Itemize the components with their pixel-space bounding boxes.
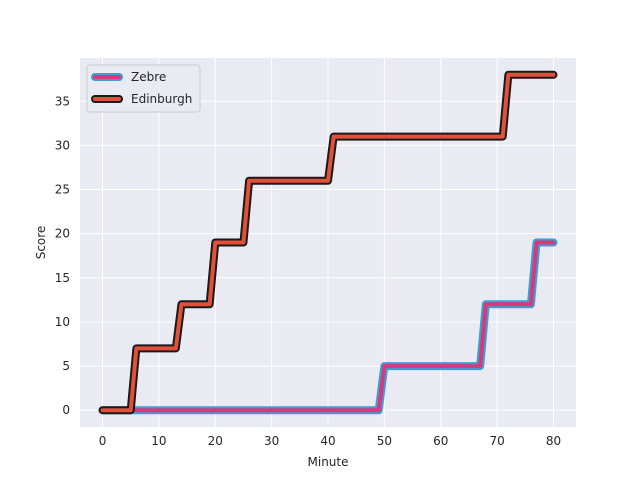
tick-labels: 0 10 20 30 40 50 60 70 80 0 5 10 15 20 25 30 35: [55, 94, 561, 448]
x-tick-label: 50: [377, 434, 392, 448]
x-tick-label: 40: [320, 434, 335, 448]
x-tick-label: 10: [151, 434, 166, 448]
y-tick-label: 20: [55, 227, 70, 241]
y-tick-label: 15: [55, 271, 70, 285]
x-tick-label: 30: [264, 434, 279, 448]
series-edinburgh: [98, 70, 558, 415]
y-tick-label: 30: [55, 138, 70, 152]
x-axis-label: Minute: [308, 455, 349, 469]
y-tick-label: 5: [62, 359, 70, 373]
series-layer: [98, 70, 558, 415]
x-tick-label: 80: [546, 434, 561, 448]
legend-item: Edinburgh: [91, 92, 192, 106]
y-tick-label: 35: [55, 94, 70, 108]
y-tick-label: 25: [55, 183, 70, 197]
x-tick-label: 0: [99, 434, 107, 448]
y-tick-label: 0: [62, 403, 70, 417]
x-tick-label: 20: [208, 434, 223, 448]
x-tick-label: 70: [489, 434, 504, 448]
legend-item: Zebre: [91, 70, 166, 84]
legend-label: Zebre: [131, 70, 166, 84]
series-line: [100, 72, 556, 413]
series-line: [100, 240, 556, 413]
x-tick-label: 60: [433, 434, 448, 448]
series-zebre: [98, 238, 558, 415]
legend: Zebre Edinburgh: [86, 64, 201, 113]
y-axis-label: Score: [34, 226, 48, 260]
y-tick-label: 10: [55, 315, 70, 329]
legend-label: Edinburgh: [131, 92, 192, 106]
